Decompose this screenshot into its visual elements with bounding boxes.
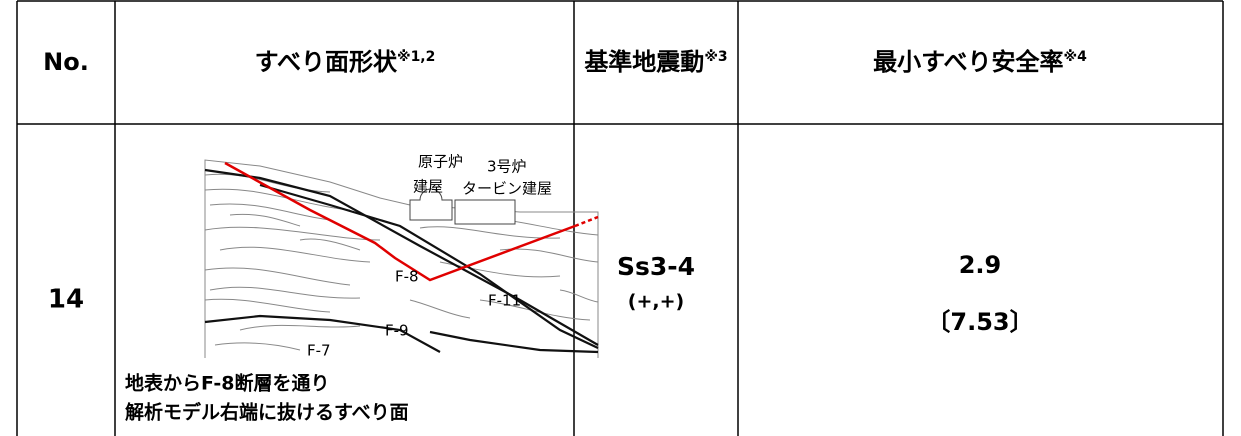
turbine-building xyxy=(454,199,516,225)
figure-label: 建屋 xyxy=(413,178,443,196)
figure-label: F-11 xyxy=(488,292,521,310)
figure-label: F-9 xyxy=(385,322,409,340)
cross-section: 原子炉 建屋 3号炉 タービン建屋 F-8 F-11 F-9 F-7 xyxy=(204,153,599,360)
header-text: 最小すべり安全率 xyxy=(873,48,1063,76)
header-cell: すべり面形状※1,2 xyxy=(255,48,436,76)
safety-factor-alt: 〔7.53〕 xyxy=(926,308,1033,336)
figure-label: F-8 xyxy=(395,268,419,286)
fault-line xyxy=(429,330,599,354)
figure-label: 原子炉 xyxy=(418,153,463,171)
header-note: ※4 xyxy=(1063,49,1087,65)
slip-surface-extension xyxy=(574,215,599,228)
header-note: ※3 xyxy=(704,49,727,65)
ground-motion: Ss3-4 xyxy=(617,252,695,281)
ground-motion-sign: (+,+) xyxy=(628,291,684,313)
row-number: 14 xyxy=(48,285,84,315)
figure-label: F-7 xyxy=(307,342,331,360)
description: 解析モデル右端に抜けるすべり面 xyxy=(125,401,409,424)
figure-label: 3号炉 xyxy=(487,158,527,176)
fault-line xyxy=(259,183,599,349)
header-note: ※1,2 xyxy=(397,49,435,65)
header-text: 基準地震動 xyxy=(584,48,704,76)
reactor-building xyxy=(409,188,453,221)
model-outline xyxy=(204,159,599,358)
slip-surface xyxy=(224,161,576,282)
header-cell: 最小すべり安全率※4 xyxy=(873,48,1087,76)
header-text: すべり面形状 xyxy=(255,48,398,76)
safety-factor: 2.9 xyxy=(959,251,1002,279)
figure-label: タービン建屋 xyxy=(462,180,552,198)
header-cell: 基準地震動※3 xyxy=(584,48,727,76)
description: 地表からF-8断層を通り xyxy=(125,372,330,395)
fault-line xyxy=(204,314,441,353)
header-cell: No. xyxy=(43,48,89,76)
